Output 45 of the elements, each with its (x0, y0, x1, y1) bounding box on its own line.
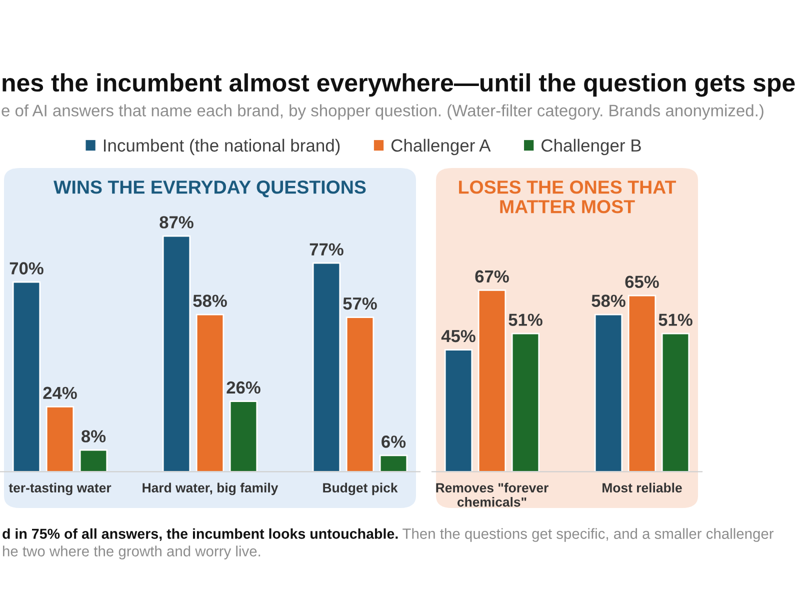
data-label: 45% (441, 330, 476, 342)
bar (444, 349, 473, 472)
chart-subtitle: e of AI answers that name each brand, by shopper question. (Water-filter category. Brands anonymized.) (2, 104, 764, 120)
data-label: 58% (592, 294, 626, 307)
text: d in 75% of all answers, the incumbent looks untouchable. (2, 528, 398, 541)
data-label: 26% (226, 381, 260, 394)
data-label: 70% (10, 262, 44, 274)
legend-label: Challenger B (542, 138, 641, 156)
bar (661, 332, 690, 472)
x-tick-label: Hard water, big family (142, 482, 278, 496)
legend-label: Incumbent (the national brand) (104, 138, 340, 156)
text: LOSES THE ONES THAT MATTER MOST (459, 180, 676, 214)
x-tick-label: ter-tasting water (8, 482, 112, 496)
data-label: 24% (43, 386, 77, 400)
bar (12, 281, 41, 472)
bar (46, 406, 74, 472)
bar (511, 332, 540, 472)
data-label: 8% (82, 430, 106, 442)
bar (346, 316, 374, 472)
data-label: 87% (160, 216, 194, 228)
chart-title: nes the incumbent almost everywhere—until the question gets spe (2, 73, 795, 97)
text: he two where the growth and worry live. (3, 546, 260, 560)
data-label: 51% (658, 314, 692, 326)
bar (478, 290, 506, 472)
bar (628, 294, 656, 472)
x-tick-label: Most reliable (602, 482, 682, 493)
data-label: 77% (310, 243, 344, 256)
x-tick-label: Removes "forever chemicals" (436, 482, 548, 507)
bar (79, 449, 108, 472)
legend-label: Challenger A (391, 138, 491, 156)
bar (312, 262, 341, 472)
data-label: 51% (508, 314, 542, 326)
bar (196, 314, 224, 472)
data-label: 58% (193, 294, 227, 307)
data-label: 57% (343, 297, 377, 310)
data-label: 67% (475, 270, 509, 283)
bar (594, 314, 623, 472)
bar (162, 235, 191, 472)
text: WINS THE EVERYDAY QUESTIONS (54, 180, 366, 198)
x-tick-label: Budget pick (323, 482, 398, 496)
text: Then the questions get specific, and a smaller challenger (402, 528, 774, 542)
data-label: 65% (625, 276, 659, 288)
bar (229, 400, 258, 472)
data-label: 6% (382, 436, 406, 448)
bar (379, 454, 408, 472)
